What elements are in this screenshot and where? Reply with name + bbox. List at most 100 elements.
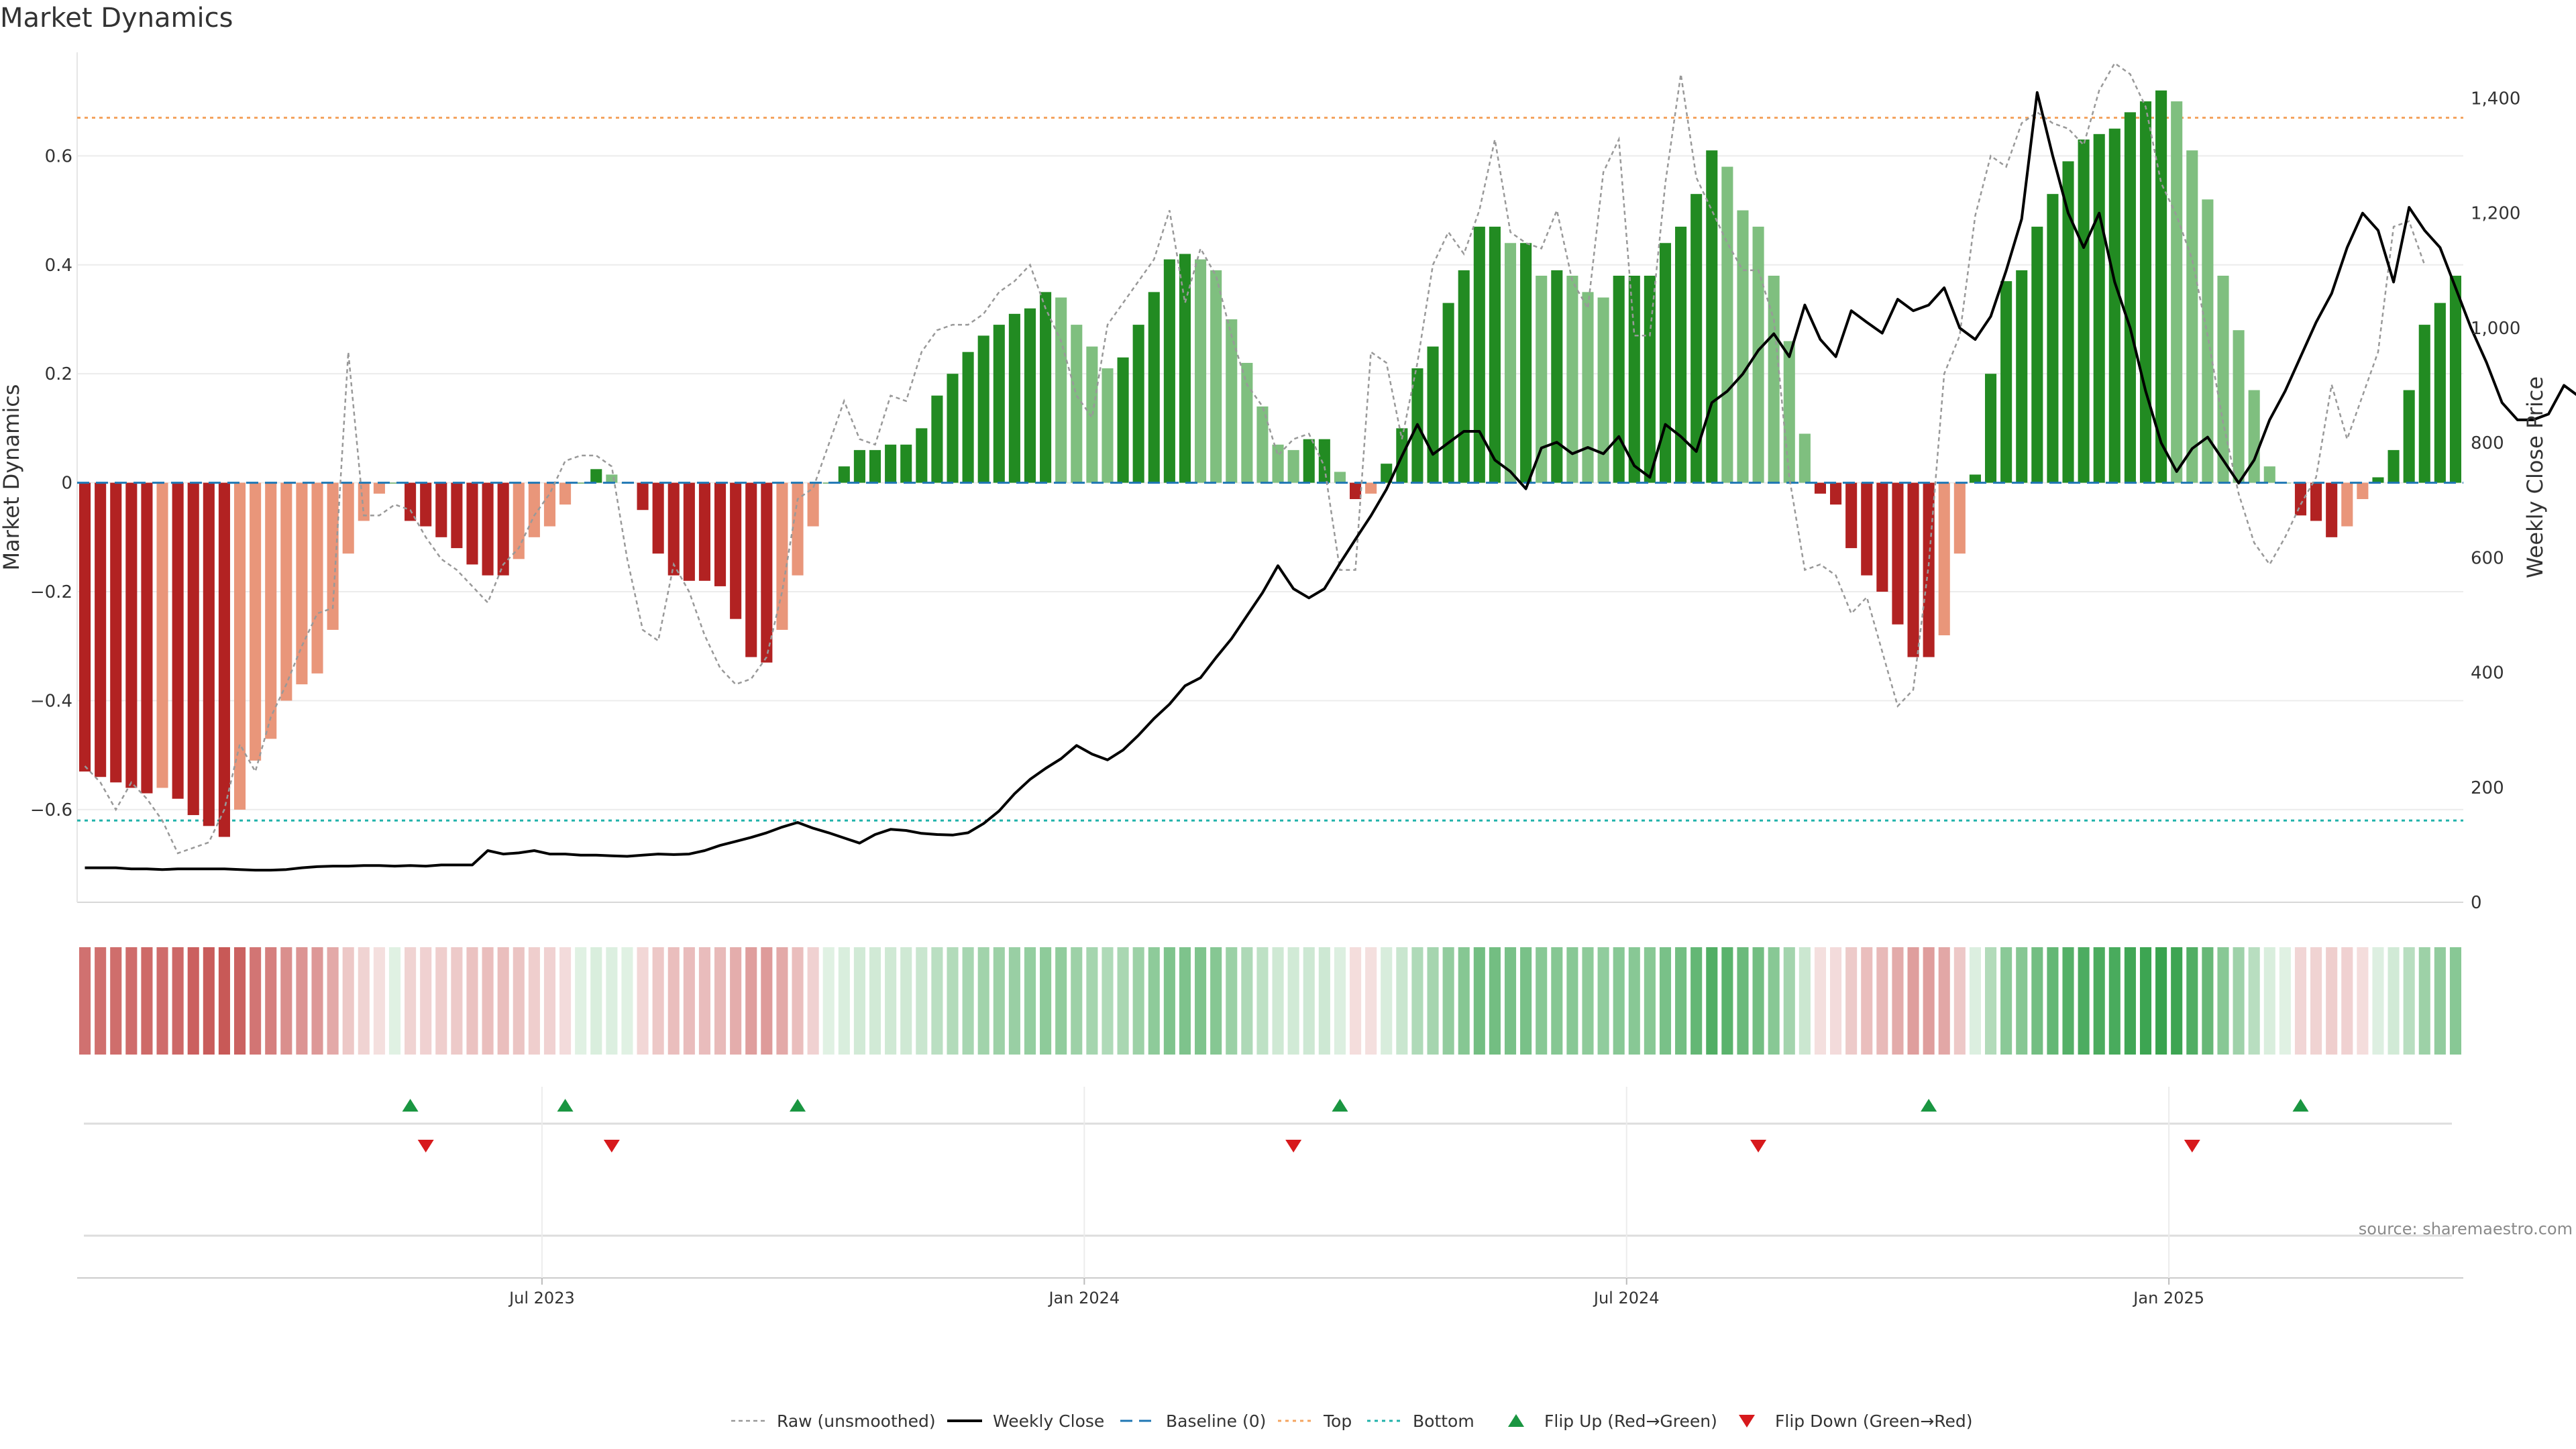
weekly-close-line bbox=[85, 91, 2576, 872]
bar bbox=[1566, 275, 1578, 483]
heat-cell bbox=[1132, 947, 1144, 1055]
heat-cell bbox=[296, 947, 308, 1055]
heat-cell bbox=[1520, 947, 1532, 1055]
heat-cell bbox=[2108, 947, 2121, 1055]
bar bbox=[435, 482, 447, 537]
bar bbox=[1536, 275, 1548, 483]
heat-cell bbox=[1365, 947, 1377, 1055]
heat-cell bbox=[1427, 947, 1439, 1055]
x-tick-label: Jan 2024 bbox=[1047, 1289, 1120, 1307]
flip-down-marker bbox=[2184, 1140, 2200, 1152]
bar bbox=[543, 482, 556, 527]
heat-cell bbox=[2279, 947, 2291, 1055]
heat-cell bbox=[342, 947, 354, 1055]
heat-cell bbox=[683, 947, 695, 1055]
heat-cell bbox=[869, 947, 881, 1055]
heat-cell bbox=[327, 947, 339, 1055]
bar bbox=[2139, 101, 2152, 483]
heat-cell bbox=[1551, 947, 1563, 1055]
heat-cell bbox=[1566, 947, 1578, 1055]
bar bbox=[1582, 292, 1594, 483]
heat-cell bbox=[1411, 947, 1424, 1055]
heat-cell bbox=[2062, 947, 2074, 1055]
y2-tick-label: 1,000 bbox=[2471, 319, 2520, 339]
bar bbox=[405, 482, 417, 521]
bar bbox=[2062, 161, 2074, 483]
heat-cell bbox=[853, 947, 865, 1055]
bar bbox=[1226, 319, 1238, 483]
bar bbox=[327, 482, 339, 630]
bar bbox=[807, 482, 819, 527]
bar bbox=[652, 482, 664, 554]
bar bbox=[342, 482, 354, 554]
heat-cell bbox=[621, 947, 633, 1055]
heat-cell bbox=[1923, 947, 1935, 1055]
bar bbox=[2248, 390, 2260, 483]
bar bbox=[497, 482, 509, 576]
heat-cell bbox=[435, 947, 447, 1055]
heat-cell bbox=[714, 947, 727, 1055]
y-tick-label: 0.6 bbox=[45, 146, 72, 166]
heat-cell bbox=[1256, 947, 1269, 1055]
heat-cell bbox=[1055, 947, 1067, 1055]
bar bbox=[95, 482, 107, 777]
heat-cell bbox=[2418, 947, 2430, 1055]
bar bbox=[1473, 226, 1485, 483]
legend-label: Weekly Close bbox=[993, 1411, 1104, 1431]
bar bbox=[218, 482, 230, 837]
heat-cell bbox=[1195, 947, 1207, 1055]
heat-cell bbox=[172, 947, 184, 1055]
bar bbox=[2294, 482, 2307, 516]
heat-cell bbox=[838, 947, 850, 1055]
bar bbox=[667, 482, 680, 576]
bar bbox=[1737, 210, 1749, 483]
bar bbox=[250, 482, 262, 761]
bar bbox=[853, 449, 865, 483]
heat-cell bbox=[2372, 947, 2384, 1055]
heat-cell bbox=[2000, 947, 2012, 1055]
heat-cell bbox=[1659, 947, 1672, 1055]
bar bbox=[1659, 243, 1672, 483]
legend-label: Top bbox=[1323, 1411, 1352, 1431]
bar bbox=[2108, 128, 2121, 483]
bar bbox=[1318, 439, 1330, 483]
heat-cell bbox=[1396, 947, 1408, 1055]
bar bbox=[575, 482, 587, 484]
y2-tick-label: 0 bbox=[2471, 893, 2482, 913]
heat-cell bbox=[1799, 947, 1811, 1055]
heat-cell bbox=[373, 947, 385, 1055]
legend-label: Baseline (0) bbox=[1166, 1411, 1266, 1431]
heat-cell bbox=[141, 947, 153, 1055]
heat-cell bbox=[1721, 947, 1733, 1055]
heat-cell bbox=[1876, 947, 1888, 1055]
bar bbox=[1195, 259, 1207, 483]
bar bbox=[233, 482, 246, 810]
bar bbox=[792, 482, 804, 576]
bar bbox=[141, 482, 153, 794]
legend-item: Flip Up (Red→Green) bbox=[1508, 1411, 1717, 1431]
bar bbox=[2202, 199, 2214, 483]
heat-cell bbox=[1675, 947, 1687, 1055]
heat-cell bbox=[807, 947, 819, 1055]
bar bbox=[1148, 292, 1160, 483]
bar bbox=[916, 428, 928, 483]
bar bbox=[900, 444, 912, 483]
heat-cell bbox=[1040, 947, 1052, 1055]
heat-cell bbox=[2310, 947, 2322, 1055]
heat-cell bbox=[1272, 947, 1284, 1055]
bar bbox=[2124, 112, 2136, 483]
chart-title: Market Dynamics bbox=[0, 3, 233, 34]
bar bbox=[2217, 275, 2229, 483]
heat-cell bbox=[2078, 947, 2090, 1055]
y2-tick-label: 600 bbox=[2471, 548, 2504, 568]
legend-item: Weekly Close bbox=[947, 1411, 1104, 1431]
bar bbox=[761, 482, 773, 663]
heat-cell bbox=[1582, 947, 1594, 1055]
heat-cell bbox=[590, 947, 602, 1055]
heat-cell bbox=[761, 947, 773, 1055]
bar bbox=[2341, 482, 2353, 527]
bar bbox=[1551, 270, 1563, 483]
heat-cell bbox=[2171, 947, 2183, 1055]
y-tick-label: 0.2 bbox=[45, 364, 72, 384]
heat-cell bbox=[1783, 947, 1795, 1055]
